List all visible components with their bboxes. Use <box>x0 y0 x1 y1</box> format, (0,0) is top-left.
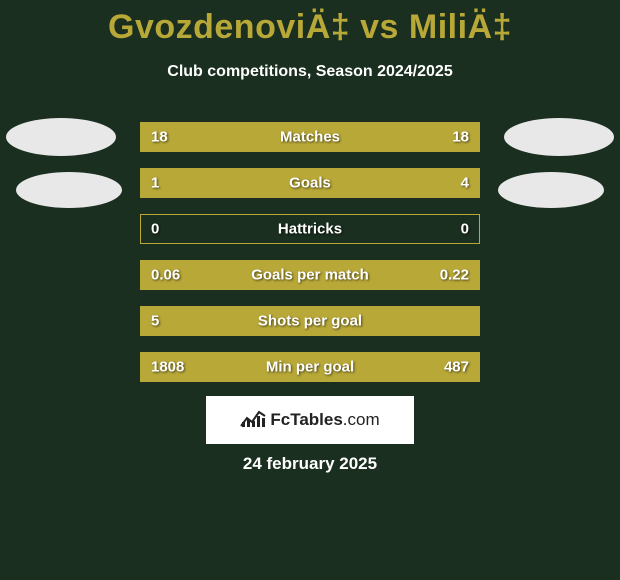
chart-icon <box>240 408 266 433</box>
stat-row: 5 Shots per goal <box>140 306 480 336</box>
stat-value-right: 487 <box>444 359 469 376</box>
stat-value-right: 4 <box>461 175 469 192</box>
stat-value-right: 0 <box>461 221 469 238</box>
brand-badge[interactable]: FcTables.com <box>206 396 414 444</box>
brand-text: FcTables.com <box>270 410 379 430</box>
subtitle: Club competitions, Season 2024/2025 <box>0 63 620 81</box>
player-right-avatar-bottom <box>498 172 604 208</box>
stats-container: 18 Matches 18 1 Goals 4 0 Hattricks 0 0.… <box>140 122 480 398</box>
page-title: GvozdenoviÄ‡ vs MiliÄ‡ <box>0 0 620 47</box>
stat-row: 18 Matches 18 <box>140 122 480 152</box>
stat-label: Matches <box>141 129 479 146</box>
stat-value-right: 18 <box>452 129 469 146</box>
stat-label: Goals per match <box>141 267 479 284</box>
brand-suffix: .com <box>343 410 380 429</box>
date-text: 24 february 2025 <box>0 454 620 474</box>
stat-row: 1808 Min per goal 487 <box>140 352 480 382</box>
stat-value-right: 0.22 <box>440 267 469 284</box>
player-left-avatar-top <box>6 118 116 156</box>
player-left-avatar-bottom <box>16 172 122 208</box>
stat-label: Shots per goal <box>141 313 479 330</box>
stat-row: 0 Hattricks 0 <box>140 214 480 244</box>
stat-label: Hattricks <box>141 221 479 238</box>
stat-label: Goals <box>141 175 479 192</box>
stat-row: 1 Goals 4 <box>140 168 480 198</box>
stat-label: Min per goal <box>141 359 479 376</box>
stat-row: 0.06 Goals per match 0.22 <box>140 260 480 290</box>
brand-name: FcTables <box>270 410 342 429</box>
player-right-avatar-top <box>504 118 614 156</box>
